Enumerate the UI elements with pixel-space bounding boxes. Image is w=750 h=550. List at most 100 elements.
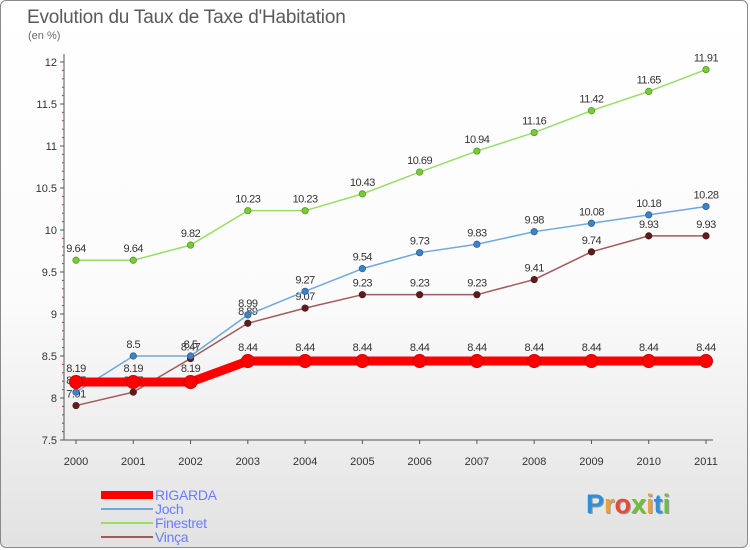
legend-item-joch: Joch [101,502,217,516]
legend-swatch-joch [101,508,153,510]
data-point-vin-a [72,401,80,410]
data-point-finestret [530,128,538,137]
data-point-rigarda [699,354,713,369]
data-label-joch: 10.28 [693,189,718,201]
y-tick-label: 9.5 [42,267,57,279]
legend-item-vin-a: Vinça [101,530,217,544]
proxiti-logo: Proxiti [586,489,670,520]
data-label-finestret: 11.16 [522,116,547,128]
x-tick-label: 2006 [407,456,431,468]
y-tick-label: 10.5 [36,183,57,195]
logo-letter: o [614,489,632,519]
series-line-vin-a [75,235,707,407]
data-point-vin-a [473,291,481,299]
data-point-joch [473,240,481,248]
x-tick-label: 2011 [694,456,718,468]
data-point-joch [645,211,653,219]
data-label-rigarda: 8.44 [696,342,716,354]
data-label-joch: 10.18 [636,198,661,210]
series-line-joch [75,205,707,393]
data-label-rigarda: 8.44 [410,342,430,354]
y-tick-label: 8 [51,393,57,405]
data-label-finestret: 10.23 [235,194,260,206]
y-tick-label: 11.5 [36,99,57,111]
data-label-rigarda: 8.44 [238,342,258,354]
data-point-rigarda [584,354,599,369]
logo-letter: P [586,489,605,519]
data-point-vin-a [129,388,137,396]
data-label-vin-a: 8.47 [181,342,201,354]
data-point-rigarda [298,354,313,369]
data-label-finestret: 9.82 [181,228,201,240]
data-point-joch [358,265,366,273]
x-tick-label: 2002 [178,456,202,468]
data-label-joch: 8.5 [184,339,198,351]
logo-letter: i [646,489,654,519]
data-label-rigarda: 8.19 [66,363,86,375]
data-point-rigarda [240,354,255,369]
data-point-vin-a [358,291,366,299]
data-label-finestret: 10.23 [293,194,318,206]
x-tick-label: 2001 [121,456,145,468]
x-tick-label: 2008 [522,456,546,468]
data-point-rigarda [183,375,198,390]
data-label-vin-a: 9.93 [696,219,716,231]
data-label-joch: 9.27 [295,274,315,286]
data-point-rigarda [69,375,83,390]
data-label-rigarda: 8.44 [295,342,315,354]
data-label-rigarda: 8.44 [639,342,659,354]
data-point-rigarda [527,354,542,369]
x-tick-label: 2003 [236,456,260,468]
data-label-rigarda: 8.44 [524,342,544,354]
data-label-vin-a: 9.93 [639,219,659,231]
data-point-joch [530,228,538,236]
data-point-finestret [416,168,424,176]
data-point-vin-a [587,248,596,256]
data-label-finestret: 10.43 [350,177,375,189]
data-label-joch: 8.99 [238,298,258,310]
data-point-rigarda [355,354,370,369]
legend-swatch-vin-a [101,536,153,538]
data-point-finestret [473,147,481,155]
data-label-vin-a: 9.07 [295,291,315,303]
legend-label-rigarda: RIGARDA [155,487,217,503]
data-point-joch [301,287,309,295]
data-label-rigarda: 8.44 [467,342,487,354]
x-tick-label: 2000 [64,456,88,468]
data-label-vin-a: 9.41 [524,263,544,275]
data-label-finestret: 9.64 [124,243,144,255]
x-tick-label: 2010 [636,456,660,468]
data-point-joch [129,352,137,360]
data-point-vin-a [416,291,424,299]
data-point-finestret [645,87,653,96]
data-label-rigarda: 8.19 [181,363,201,375]
data-label-joch: 9.98 [524,215,544,227]
data-point-vin-a [530,275,538,284]
legend-label-joch: Joch [155,501,184,517]
data-point-finestret [358,190,366,198]
x-tick-label: 2009 [579,456,603,468]
data-point-vin-a [244,319,252,327]
legend-swatch-finestret [101,522,153,524]
y-tick-label: 9 [51,309,57,321]
legend-label-finestret: Finestret [155,515,207,531]
data-label-finestret: 10.94 [464,134,489,146]
logo-letter: x [631,489,647,519]
data-label-joch: 9.83 [467,227,487,239]
data-point-rigarda [412,354,427,369]
data-label-vin-a: 9.23 [353,278,373,290]
data-label-finestret: 9.64 [66,243,86,255]
data-label-rigarda: 8.44 [582,342,602,354]
x-tick-label: 2004 [293,456,317,468]
chart-legend: RIGARDA Joch Finestret Vinça [101,488,217,544]
y-tick-label: 8.5 [42,351,57,363]
legend-label-vin-a: Vinça [155,529,189,545]
data-point-finestret [587,107,596,115]
y-tick-label: 12 [45,57,57,69]
y-tick-label: 7.5 [42,435,57,447]
unit-label: (en %) [28,30,61,42]
data-label-joch: 8.5 [126,339,140,351]
data-point-finestret [702,65,710,74]
